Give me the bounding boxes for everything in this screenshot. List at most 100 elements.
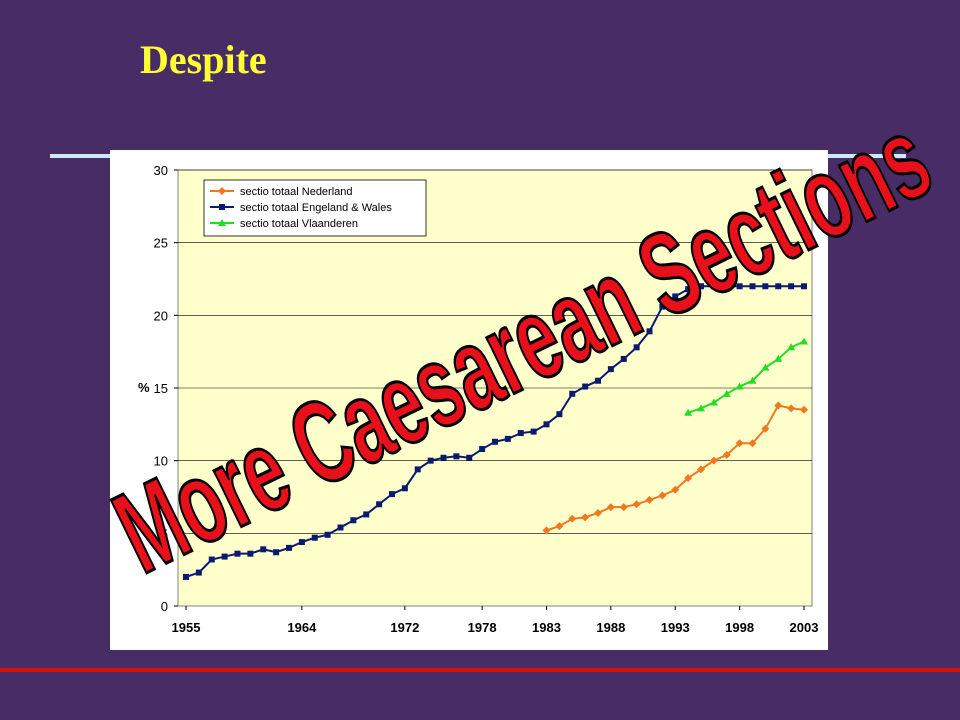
data-point bbox=[530, 428, 537, 435]
data-point bbox=[632, 500, 641, 509]
data-point bbox=[260, 546, 267, 553]
data-point bbox=[749, 283, 756, 290]
top-rule-right bbox=[828, 154, 906, 158]
data-point bbox=[453, 453, 460, 460]
data-point bbox=[735, 439, 744, 448]
x-tick-label: 1972 bbox=[390, 620, 419, 635]
data-point bbox=[311, 534, 318, 541]
data-point bbox=[298, 539, 305, 546]
data-point bbox=[748, 439, 757, 448]
data-point bbox=[517, 430, 524, 437]
series-group bbox=[542, 401, 808, 535]
y-tick-label: 25 bbox=[154, 236, 168, 251]
data-point bbox=[466, 454, 473, 461]
data-point bbox=[698, 283, 704, 290]
data-point bbox=[337, 524, 344, 531]
top-rule-left bbox=[50, 154, 110, 158]
data-point bbox=[735, 382, 744, 390]
data-point bbox=[736, 283, 743, 290]
x-tick-label: 1978 bbox=[468, 620, 497, 635]
data-point bbox=[568, 514, 577, 523]
data-point bbox=[414, 466, 421, 473]
data-point bbox=[427, 457, 434, 464]
data-point bbox=[556, 411, 563, 418]
data-point bbox=[801, 283, 807, 290]
data-point bbox=[543, 421, 550, 428]
y-tick-label: 20 bbox=[154, 308, 168, 323]
data-point bbox=[376, 501, 383, 508]
series-group bbox=[183, 283, 807, 580]
data-point bbox=[645, 495, 654, 504]
data-point bbox=[619, 503, 628, 512]
data-point bbox=[800, 405, 808, 414]
data-point bbox=[672, 293, 679, 300]
y-tick-label: 5 bbox=[161, 526, 168, 541]
data-point bbox=[221, 553, 228, 560]
data-point bbox=[595, 377, 601, 384]
y-tick-label: 30 bbox=[154, 163, 168, 178]
series-line bbox=[687, 340, 805, 414]
line-chart: 0 5 10 15 20 25 30 1955 1964 1972 1978 1983 1988 1993… bbox=[138, 163, 819, 635]
data-point bbox=[748, 376, 757, 384]
data-point bbox=[273, 549, 280, 556]
data-point bbox=[761, 363, 770, 371]
data-point bbox=[195, 569, 202, 576]
y-axis-label: % bbox=[138, 380, 150, 395]
legend-label: sectio totaal Vlaanderen bbox=[240, 218, 358, 230]
data-point bbox=[697, 465, 705, 474]
y-tick-label: 15 bbox=[154, 381, 168, 396]
x-tick-label: 1993 bbox=[661, 620, 690, 635]
data-point bbox=[762, 283, 769, 290]
data-point bbox=[800, 337, 808, 345]
data-point bbox=[582, 383, 589, 390]
data-point bbox=[401, 485, 408, 492]
data-point bbox=[492, 438, 498, 445]
data-point bbox=[234, 550, 241, 557]
data-point bbox=[659, 303, 666, 310]
data-point bbox=[286, 544, 292, 551]
data-point bbox=[218, 219, 226, 226]
data-point bbox=[722, 389, 731, 397]
series-group bbox=[684, 337, 808, 416]
data-point bbox=[787, 404, 796, 413]
x-tick-label: 1983 bbox=[532, 620, 561, 635]
data-point bbox=[208, 556, 215, 563]
data-point bbox=[183, 573, 189, 580]
data-point bbox=[709, 398, 718, 406]
x-tick-label: 1988 bbox=[596, 620, 625, 635]
legend-label: sectio totaal Nederland bbox=[240, 186, 353, 198]
data-point bbox=[440, 454, 447, 461]
data-point bbox=[606, 503, 615, 512]
data-point bbox=[581, 513, 590, 522]
x-tick-label: 1998 bbox=[725, 620, 754, 635]
data-point bbox=[324, 531, 331, 538]
legend-label: sectio totaal Engeland & Wales bbox=[240, 202, 392, 214]
x-tick-label: 2003 bbox=[790, 620, 819, 635]
data-point bbox=[542, 526, 551, 535]
chart-panel: 0 5 10 15 20 25 30 1955 1964 1972 1978 1983 1988 1993… bbox=[110, 150, 828, 650]
data-point bbox=[555, 522, 564, 531]
y-tick-label: 0 bbox=[161, 599, 168, 614]
data-point bbox=[684, 474, 693, 483]
data-point bbox=[788, 283, 795, 290]
data-point bbox=[709, 456, 718, 465]
data-point bbox=[685, 286, 692, 293]
y-tick-label: 10 bbox=[154, 454, 168, 469]
data-point bbox=[247, 550, 254, 557]
data-point bbox=[658, 491, 667, 500]
data-point bbox=[787, 343, 796, 351]
data-point bbox=[219, 204, 225, 210]
data-point bbox=[389, 491, 395, 498]
data-point bbox=[671, 485, 680, 494]
data-point bbox=[722, 450, 731, 459]
x-tick-label: 1964 bbox=[287, 620, 317, 635]
data-point bbox=[620, 355, 627, 362]
data-point bbox=[761, 424, 770, 433]
bottom-rule bbox=[0, 668, 960, 672]
data-point bbox=[218, 187, 226, 195]
data-point bbox=[774, 401, 783, 410]
data-point bbox=[697, 404, 705, 412]
data-point bbox=[633, 344, 640, 351]
data-point bbox=[775, 283, 782, 290]
data-point bbox=[479, 446, 486, 453]
